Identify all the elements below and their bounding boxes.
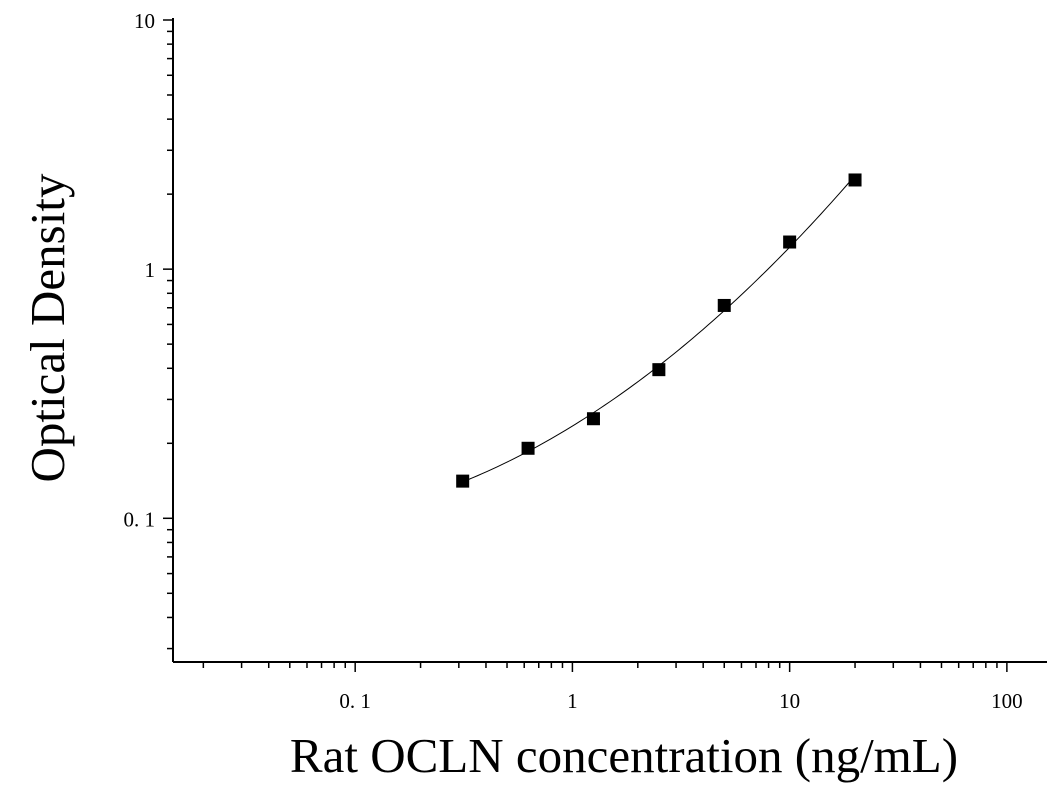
data-point: [652, 363, 666, 377]
y-tick-label: 10: [134, 9, 155, 33]
y-tick-label: 1: [145, 258, 156, 282]
y-tick-label: 0. 1: [124, 507, 156, 531]
fit-curve: [462, 175, 856, 483]
x-axis-title: Rat OCLN concentration (ng/mL): [290, 728, 958, 783]
data-point: [848, 173, 862, 187]
x-tick-label: 1: [567, 689, 578, 713]
data-point: [521, 441, 535, 455]
tick-labels: 0. 1 1 10 100 0. 1 1 10: [124, 9, 1023, 713]
data-point: [456, 474, 470, 488]
data-point: [586, 412, 600, 426]
data-point: [717, 298, 731, 312]
x-tick-label: 10: [779, 689, 800, 713]
x-tick-label: 0. 1: [339, 689, 371, 713]
axes: [172, 18, 1047, 663]
y-axis-title: Optical Density: [20, 173, 75, 482]
data-points: [456, 173, 862, 488]
data-point: [783, 235, 797, 249]
x-tick-label: 100: [991, 689, 1023, 713]
ticks: [163, 19, 1008, 672]
